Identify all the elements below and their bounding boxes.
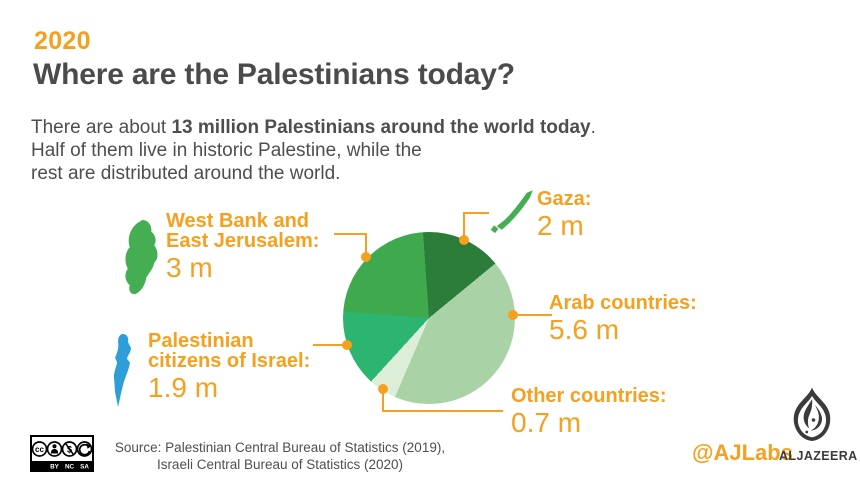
- aljazeera-wordmark: ALJAZEERA: [779, 449, 858, 463]
- pie-chart: [343, 232, 515, 404]
- callout-arab-countries: Arab countries: 5.6 m: [549, 293, 697, 344]
- callout-west-bank-title-line1: West Bank and: [166, 210, 309, 232]
- aljazeera-flame-logo: [793, 387, 831, 441]
- source-line-1: Source: Palestinian Central Bureau of St…: [114, 440, 446, 455]
- share-alike-arrow-icon: [76, 441, 93, 457]
- source-line-2: Israeli Central Bureau of Statistics (20…: [156, 457, 404, 472]
- callout-arab-countries-title: Arab countries:: [549, 292, 697, 314]
- west-bank-map-icon: [125, 219, 158, 295]
- callout-other-countries-title: Other countries:: [511, 385, 667, 407]
- source-attribution: Source: Palestinian Central Bureau of St…: [88, 439, 472, 473]
- cc-glyph: cc: [35, 445, 44, 454]
- intro-line-2: Half of them live in historic Palestine,…: [31, 140, 422, 161]
- creative-commons-badge: cc $ BY NC SA: [30, 435, 94, 472]
- license-nc-label: NC: [65, 463, 75, 470]
- gaza-map-icon: [490, 190, 533, 234]
- callout-west-bank-title-line2: East Jerusalem:: [166, 230, 320, 252]
- callout-other-countries: Other countries: 0.7 m: [511, 386, 667, 437]
- ajlabs-handle: @AJLabs: [692, 440, 793, 465]
- callout-west-bank: West Bank and East Jerusalem: 3 m: [166, 211, 319, 282]
- callout-arab-countries-value: 5.6 m: [549, 314, 620, 345]
- westbank-callout-line: [334, 233, 367, 253]
- callout-israel-citizens-title-line1: Palestinian: [148, 330, 254, 352]
- intro-line1-pre: There are about: [31, 117, 172, 138]
- israel-map-icon: [113, 333, 131, 408]
- non-commercial-dollar-icon: [61, 441, 78, 457]
- callout-israel-citizens: Palestinian citizens of Israel: 1.9 m: [148, 331, 310, 402]
- cc-icon: [31, 441, 48, 457]
- attribution-person-icon: [46, 441, 63, 457]
- callout-gaza-title: Gaza:: [537, 188, 592, 210]
- callout-israel-citizens-value: 1.9 m: [148, 372, 219, 403]
- license-sa-label: SA: [80, 463, 89, 470]
- intro-line1-bold: 13 million Palestinians around the world…: [171, 117, 591, 138]
- intro-line1-post: .: [590, 117, 596, 138]
- year-label: 2020: [34, 27, 91, 55]
- intro-line-1: There are about 13 million Palestinians …: [31, 116, 596, 139]
- callout-other-countries-value: 0.7 m: [511, 407, 582, 438]
- callout-west-bank-value: 3 m: [166, 252, 213, 283]
- intro-line-3: rest are distributed around the world.: [31, 163, 341, 184]
- callout-israel-citizens-title-line2: citizens of Israel:: [148, 350, 311, 372]
- gaza-callout-line: [463, 212, 489, 236]
- page-title: Where are the Palestinians today?: [33, 58, 515, 91]
- callout-gaza-value: 2 m: [537, 210, 584, 241]
- license-by-label: BY: [50, 463, 60, 470]
- intro-text: There are about 13 million Palestinians …: [31, 116, 596, 185]
- callout-gaza: Gaza: 2 m: [537, 189, 591, 240]
